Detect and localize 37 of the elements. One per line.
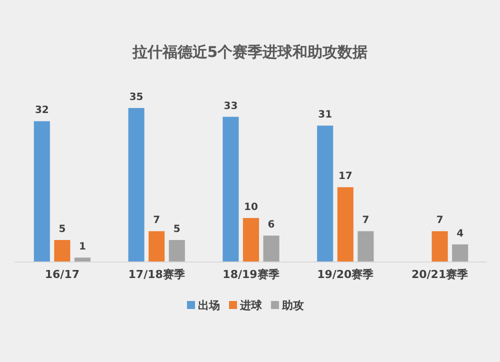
legend-label: 助攻 [281, 299, 304, 312]
bar [337, 187, 354, 262]
bar [242, 218, 260, 262]
bar [34, 121, 50, 262]
data-label: 35 [129, 92, 144, 103]
data-label: 10 [244, 202, 258, 213]
x-tick-label: 18/19赛季 [222, 268, 280, 281]
data-label: 7 [153, 215, 160, 226]
data-label: 7 [362, 215, 370, 226]
data-label: 5 [173, 224, 180, 235]
data-label: 33 [224, 100, 238, 112]
bar [54, 240, 70, 262]
bar [148, 231, 165, 262]
x-tick-label: 20/21赛季 [411, 268, 470, 281]
x-tick-label: 19/20赛季 [317, 268, 375, 281]
data-label: 31 [318, 110, 332, 121]
chart-title: 拉什福德近5个赛季进球和助攻数据 [131, 43, 368, 61]
bar [74, 258, 91, 262]
data-label: 5 [58, 224, 66, 235]
bar [263, 236, 280, 262]
data-label: 17 [338, 171, 352, 182]
legend-label: 出场 [198, 299, 220, 312]
bar [128, 108, 144, 262]
x-tick-label: 16/17 [44, 268, 80, 281]
data-label: 4 [456, 228, 464, 240]
bar [317, 126, 334, 262]
bar [452, 244, 468, 262]
data-label: 6 [268, 220, 275, 231]
data-label: 7 [436, 215, 444, 226]
bar [358, 231, 374, 262]
legend-label: 进球 [239, 299, 263, 312]
bar [432, 231, 448, 262]
data-label: 1 [79, 242, 86, 253]
bar [222, 116, 239, 262]
data-label: 32 [34, 105, 49, 116]
bar [168, 240, 185, 262]
x-tick-label: 17/18赛季 [128, 268, 186, 281]
